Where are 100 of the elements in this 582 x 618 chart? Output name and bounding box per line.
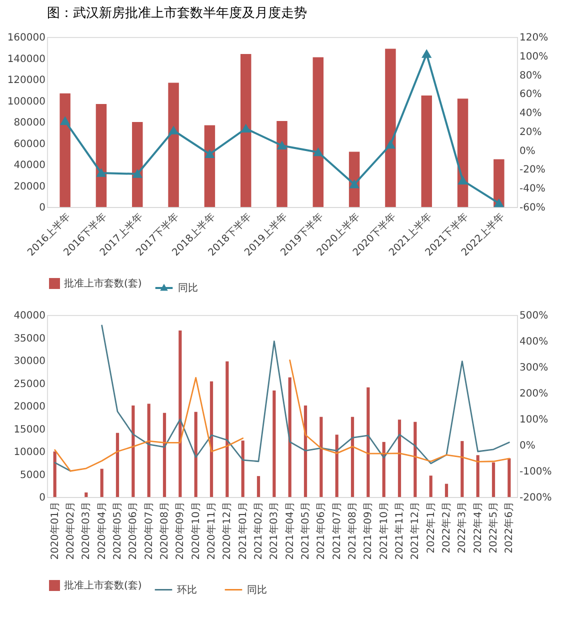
bar <box>256 476 260 497</box>
y2-tick-label: 300% <box>520 362 548 374</box>
x-tick-label: 2020年03月 <box>80 502 92 560</box>
x-tick-label: 2022年1月 <box>424 502 437 554</box>
x-tick-label: 2021年09月 <box>362 502 374 560</box>
x-tick-label: 2020年08月 <box>158 502 170 560</box>
y2-tick-label: -40% <box>520 184 546 195</box>
bar <box>132 122 143 207</box>
bar <box>96 104 107 207</box>
bar <box>421 95 432 207</box>
bar <box>476 455 480 497</box>
x-tick-label: 2021年07月 <box>330 502 343 560</box>
bar <box>335 434 338 497</box>
bar <box>398 420 402 497</box>
bar <box>53 452 56 497</box>
y2-tick-label: 80% <box>520 70 542 82</box>
y2-tick-label: 40% <box>520 108 542 120</box>
y-tick-label: 15000 <box>14 424 46 436</box>
bar <box>204 125 216 207</box>
point <box>350 180 359 188</box>
x-tick-label: 2020年06月 <box>127 502 140 560</box>
legend-label: 同比 <box>247 584 267 596</box>
point <box>241 124 250 133</box>
x-tick-label: 2021年10月 <box>378 502 390 560</box>
y-tick-label: 10000 <box>14 447 46 458</box>
bar <box>320 416 323 497</box>
bar <box>84 492 88 497</box>
bar <box>276 120 288 207</box>
y2-tick-label: 60% <box>520 89 542 100</box>
bar <box>178 330 182 497</box>
x-tick-label: 2020年12月 <box>221 502 234 560</box>
point <box>278 142 286 150</box>
x-tick-label: 2020年09月 <box>174 502 186 560</box>
y2-tick-label: 20% <box>520 126 542 138</box>
point <box>96 169 106 177</box>
legend-label: 环比 <box>177 584 197 596</box>
point <box>386 140 395 149</box>
y-tick-label: 40000 <box>14 310 46 322</box>
bar <box>147 404 150 497</box>
point <box>494 199 504 208</box>
bar <box>382 442 386 497</box>
x-tick-label: 2020年01月 <box>48 502 61 560</box>
bar <box>226 361 229 497</box>
point <box>422 50 431 58</box>
bar <box>210 381 214 497</box>
y-tick-label: 40000 <box>14 160 46 171</box>
x-tick-label: 2020年04月 <box>96 502 108 560</box>
y-tick-label: 0 <box>39 202 46 214</box>
bar <box>240 54 252 207</box>
x-tick-label: 2022年6月 <box>503 502 516 554</box>
y2-tick-label: 0% <box>520 440 536 452</box>
legend-label: 批准上市套数(套) <box>64 278 142 290</box>
x-tick-label: 2021年12月 <box>409 502 422 560</box>
x-tick-label: 2020年07月 <box>142 502 155 560</box>
bar <box>162 412 166 497</box>
y2-tick-label: 100% <box>520 414 548 426</box>
y2-tick-label: -200% <box>520 492 552 504</box>
point <box>169 126 178 134</box>
y-tick-label: 5000 <box>20 470 46 481</box>
x-tick-label: 2021年02月 <box>252 502 264 560</box>
x-tick-label: 2021年06月 <box>315 502 328 560</box>
y2-tick-label: 400% <box>520 336 548 348</box>
point <box>458 176 468 184</box>
bar <box>385 48 396 207</box>
bar <box>100 468 104 497</box>
x-tick-label: 2022年2月 <box>440 502 452 554</box>
y-tick-label: 80000 <box>14 118 46 128</box>
point <box>205 150 214 158</box>
y2-tick-label: 120% <box>520 32 548 44</box>
x-tick-label: 2020年05月 <box>112 502 124 560</box>
x-tick-label: 2021年05月 <box>300 502 312 560</box>
y-tick-label: 0 <box>39 492 46 504</box>
bar <box>116 432 120 497</box>
point <box>60 117 70 125</box>
bar <box>272 390 276 497</box>
y2-tick-label: 200% <box>520 388 548 400</box>
bar <box>241 440 244 497</box>
x-tick-label: 2021年11月 <box>394 502 406 560</box>
bar <box>494 159 504 207</box>
bar <box>132 406 135 497</box>
bar <box>460 441 464 497</box>
point <box>133 170 142 178</box>
bar <box>288 377 292 497</box>
y-tick-label: 60000 <box>14 138 46 150</box>
y2-tick-label: 0% <box>520 146 536 157</box>
y-tick-label: 30000 <box>14 356 46 367</box>
x-tick-label: 2020年10月 <box>190 502 202 560</box>
y2-tick-label: -100% <box>520 466 552 478</box>
y-tick-label: 20000 <box>14 181 46 192</box>
legend-label: 同比 <box>178 282 198 294</box>
bar <box>457 98 468 207</box>
y2-tick-label: 100% <box>520 51 548 62</box>
y-tick-label: 140000 <box>7 54 46 65</box>
x-tick-label: 2021年04月 <box>284 502 296 560</box>
bar <box>414 422 417 497</box>
y2-tick-label: 500% <box>520 310 548 322</box>
bar <box>366 387 370 497</box>
x-tick-label: 2021年01月 <box>236 502 249 560</box>
bar <box>429 476 432 497</box>
y-tick-label: 120000 <box>7 75 46 86</box>
